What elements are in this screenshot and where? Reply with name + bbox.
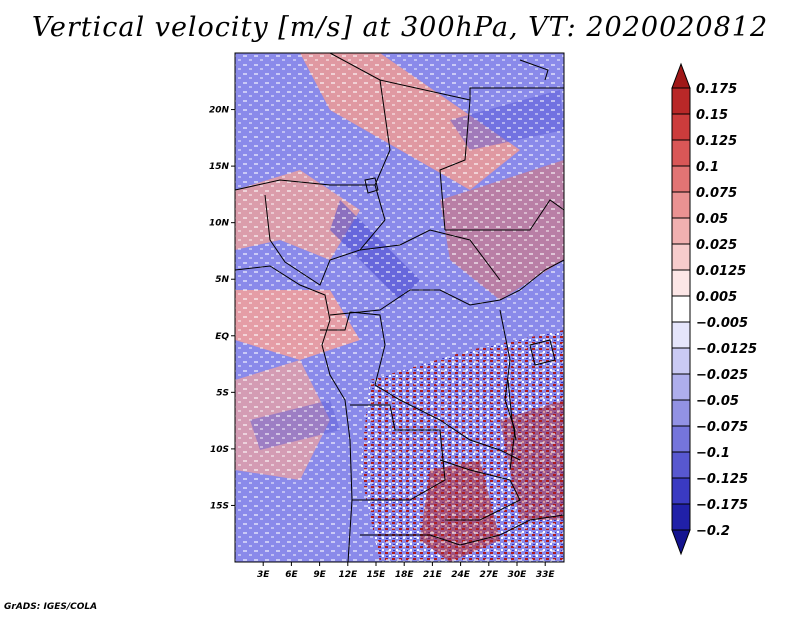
colorbar-label: 0.1 <box>696 160 719 175</box>
colorbar-label: 0.005 <box>696 290 737 305</box>
colorbar-label: −0.0125 <box>696 342 757 357</box>
colorbar-segment <box>671 347 691 375</box>
colorbar-segment <box>671 451 691 479</box>
colorbar-label: 0.025 <box>696 238 737 253</box>
colorbar-segment <box>671 425 691 453</box>
colorbar-segment <box>671 399 691 427</box>
lon-tick-label: 30E <box>508 570 528 580</box>
colorbar-segment <box>671 477 691 505</box>
lon-tick-label: 15E <box>367 570 387 580</box>
lake-tanganyika <box>507 379 517 441</box>
map-title: Vertical velocity [m/s] at 300hPa, VT: 2… <box>31 12 769 43</box>
border-car <box>359 229 501 281</box>
colorbar-label: −0.2 <box>696 524 730 539</box>
lat-tick-label: 10N <box>209 219 230 229</box>
colorbar-segment <box>671 139 691 167</box>
border-south <box>360 514 564 546</box>
border-angola <box>350 404 446 501</box>
colorbar-label: 0.175 <box>696 82 737 97</box>
lake-chad <box>364 177 379 194</box>
border-zambia <box>439 459 521 521</box>
colorbar-segment <box>671 113 691 141</box>
colorbar-min-triangle <box>671 529 691 556</box>
velocity-field <box>235 53 564 562</box>
lon-tick-label: 18E <box>395 570 415 580</box>
border-east <box>519 259 564 291</box>
colorbar: 0.175 0.15 0.125 0.1 0.075 0.05 0.025 0.0125 0.0… <box>671 62 757 556</box>
lat-tick-label: 10S <box>210 445 229 455</box>
border-gabon <box>320 311 386 346</box>
border-drc <box>374 344 521 461</box>
colorbar-label: −0.1 <box>696 446 730 461</box>
longitude-axis: 3E 6E 9E 12E 15E 18E 21E 24E 27E 30E 33E <box>257 562 555 580</box>
border-niger-chad <box>374 79 391 186</box>
border-congo-north <box>329 289 521 316</box>
colorbar-label: 0.05 <box>696 212 728 227</box>
colorbar-segment <box>671 165 691 193</box>
colorbar-label: 0.075 <box>696 186 737 201</box>
lat-tick-label: 20N <box>209 106 230 116</box>
lon-tick-label: 21E <box>423 570 443 580</box>
colorbar-label: −0.05 <box>696 394 739 409</box>
colorbar-segment <box>671 503 691 531</box>
colorbar-segment <box>671 191 691 219</box>
plot-frame <box>234 52 565 563</box>
field-texture <box>235 53 564 562</box>
colorbar-segment <box>671 295 691 323</box>
colorbar-label: −0.005 <box>696 316 748 331</box>
colorbar-segment <box>671 321 691 349</box>
lon-tick-label: 9E <box>313 570 326 580</box>
lon-tick-label: 12E <box>338 570 358 580</box>
colorbar-label: 0.15 <box>696 108 728 123</box>
lat-tick-label: 5N <box>215 275 229 285</box>
colorbar-label: 0.0125 <box>696 264 746 279</box>
colorbar-segment <box>671 373 691 401</box>
colorbar-label: −0.025 <box>696 368 748 383</box>
border-sahel <box>235 179 386 221</box>
colorbar-label: −0.125 <box>696 472 748 487</box>
grads-credit: GrADS: IGES/COLA <box>4 602 98 612</box>
africa-coastline-west <box>235 265 353 562</box>
colorbar-max-triangle <box>671 62 691 89</box>
border-great-lakes <box>499 309 516 471</box>
colorbar-segment <box>671 87 691 115</box>
colorbar-segment <box>671 243 691 271</box>
border-libya-sudan <box>439 99 471 231</box>
lon-tick-label: 33E <box>536 570 556 580</box>
lat-tick-label: 5S <box>216 388 229 398</box>
latitude-axis: 20N 15N 10N 5N EQ 5S 10S 15S <box>209 106 235 511</box>
lon-tick-label: 6E <box>285 570 298 580</box>
lon-tick-label: 3E <box>257 570 270 580</box>
lat-tick-label: EQ <box>215 332 229 342</box>
lat-tick-label: 15S <box>210 501 229 511</box>
colorbar-segment <box>671 269 691 297</box>
lon-tick-label: 24E <box>451 570 471 580</box>
nile-river <box>519 59 549 81</box>
colorbar-label: −0.175 <box>696 498 748 513</box>
country-borders <box>235 53 564 562</box>
colorbar-segment <box>671 217 691 245</box>
lat-tick-label: 15N <box>209 162 230 172</box>
colorbar-label: −0.075 <box>696 420 748 435</box>
lon-tick-label: 27E <box>479 570 499 580</box>
lake-victoria <box>529 339 556 366</box>
colorbar-label: 0.125 <box>696 134 737 149</box>
border-sudan-east <box>445 199 564 231</box>
